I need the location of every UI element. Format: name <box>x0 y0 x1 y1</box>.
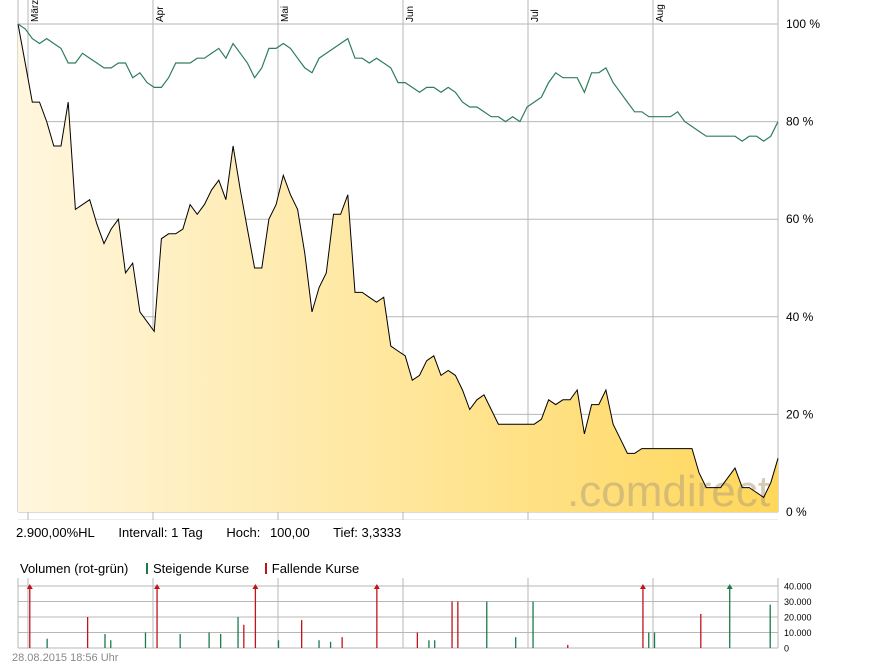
high-label: Hoch: <box>226 525 261 540</box>
volume-tick-label: 20.000 <box>784 613 812 623</box>
falling-legend-swatch <box>264 563 267 574</box>
watermark: .comdirect <box>567 467 770 516</box>
y-tick-label: 60 % <box>786 212 814 226</box>
volume-tick-label: 40.000 <box>784 582 812 592</box>
y-tick-label: 0 % <box>786 505 807 519</box>
interval-label: Intervall: 1 Tag <box>118 525 203 540</box>
volume-bars <box>26 584 771 648</box>
y-tick-label: 80 % <box>786 115 814 129</box>
volume-overflow-marker <box>639 584 646 589</box>
rising-legend-label: Steigende Kurse <box>153 561 250 576</box>
range-label: 2.900,00%HL <box>16 525 95 540</box>
volume-tick-label: 30.000 <box>784 597 812 607</box>
price-chart: .comdirect März Apr Mai Jun Jul Aug 100 % 80 %… <box>17 0 820 520</box>
y-tick-label: 20 % <box>786 407 814 421</box>
volume-overflow-marker <box>26 584 33 589</box>
volume-axis-labels: 40.000 30.000 20.000 10.000 0 <box>784 582 812 654</box>
low-label: Tief: 3,3333 <box>333 525 402 540</box>
x-month-label: Jul <box>530 9 541 22</box>
x-axis-labels: März Apr Mai Jun Jul Aug <box>30 0 666 22</box>
volume-tick-label: 10.000 <box>784 628 812 638</box>
y-tick-label: 40 % <box>786 310 814 324</box>
volume-tick-label: 0 <box>784 644 789 654</box>
volume-grid <box>17 578 779 649</box>
x-month-label: März <box>30 0 41 22</box>
volume-overflow-marker <box>252 584 259 589</box>
volume-overflow-marker <box>373 584 380 589</box>
benchmark-line <box>17 23 779 142</box>
y-axis-labels: 100 % 80 % 60 % 40 % 20 % 0 % <box>786 17 820 519</box>
x-month-label: Apr <box>155 6 166 22</box>
x-month-label: Aug <box>655 4 666 22</box>
volume-chart: 40.000 30.000 20.000 10.000 0 <box>17 578 812 654</box>
volume-legend: Volumen (rot-grün) Steigende Kurse Falle… <box>20 561 359 576</box>
volume-overflow-marker <box>154 584 161 589</box>
price-line <box>17 23 779 499</box>
chart-info-row: 2.900,00%HL Intervall: 1 Tag Hoch: 100,0… <box>16 525 407 540</box>
price-area-fill <box>18 24 778 512</box>
volume-title: Volumen (rot-grün) <box>20 561 129 576</box>
timestamp: 28.08.2015 18:56 Uhr <box>12 652 119 664</box>
falling-legend-label: Fallende Kurse <box>271 561 360 576</box>
volume-overflow-marker <box>726 584 733 589</box>
rising-legend-swatch <box>146 563 149 574</box>
high-value: 100,00 <box>269 525 310 540</box>
x-month-label: Jun <box>405 6 416 22</box>
y-tick-label: 100 % <box>786 17 820 31</box>
x-month-label: Mai <box>280 6 291 22</box>
